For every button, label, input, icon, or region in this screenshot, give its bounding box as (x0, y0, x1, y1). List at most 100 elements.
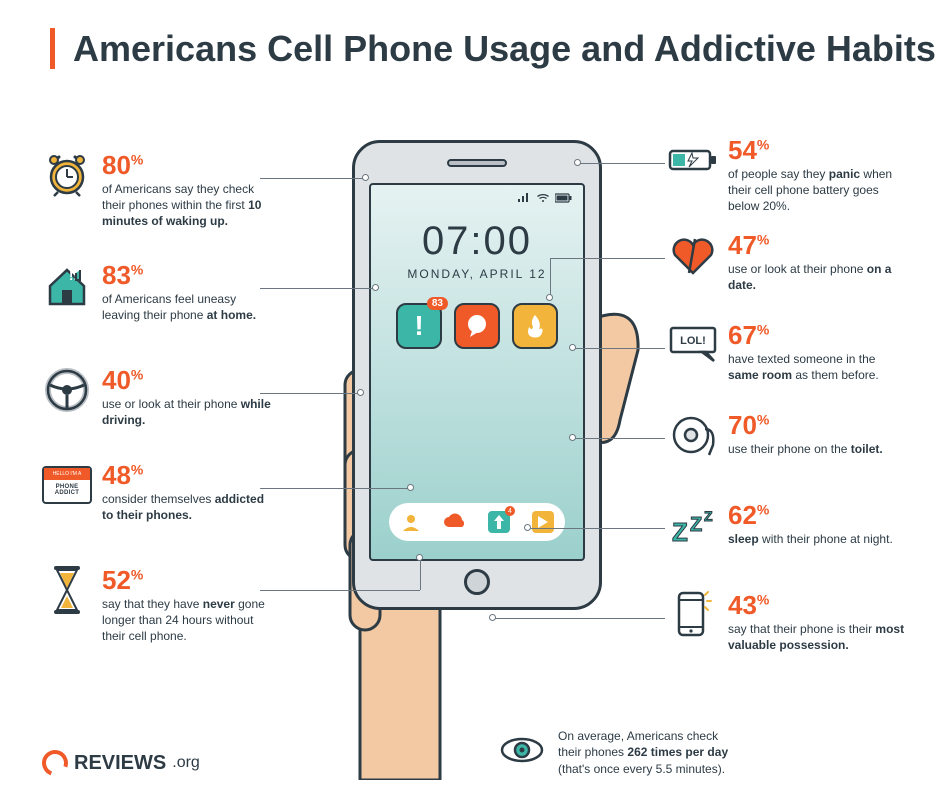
avg-line2b: 262 times per day (627, 745, 728, 759)
dock: 4 (389, 503, 565, 541)
stat-left-1: !! 83% of Americans feel uneasy leaving … (42, 260, 277, 323)
stat-right-5: 43% say that their phone is their most v… (668, 590, 908, 653)
hourglass-icon (42, 565, 92, 615)
dock-cloud-icon (443, 510, 467, 534)
stat-right-2: LOL! 67% have texted someone in the same… (668, 320, 908, 383)
svg-text:Z: Z (672, 517, 688, 547)
status-bar (517, 193, 573, 203)
eye-icon (500, 735, 544, 770)
connector-dot (407, 484, 414, 491)
app-chat-icon (454, 303, 500, 349)
connector-dot (569, 434, 576, 441)
lol-icon: LOL! (668, 320, 718, 370)
zzz-icon: ZZZ (668, 500, 718, 550)
nametag-icon: HELLO I'M APHONE ADDICT (42, 460, 92, 510)
heart-icon (668, 230, 718, 280)
connector (260, 590, 420, 591)
stat-percent: 67% (728, 320, 908, 351)
stat-text: have texted someone in the same room as … (728, 351, 908, 383)
connector (260, 178, 365, 179)
connector (580, 163, 665, 164)
phone-screen: 07:00 MONDAY, APRIL 12 !83 4 (369, 183, 585, 561)
connector-dot (489, 614, 496, 621)
stat-percent: 83% (102, 260, 277, 291)
average-stat: On average, Americans check their phones… (500, 728, 880, 778)
house-icon: !! (42, 260, 92, 310)
connector (575, 348, 665, 349)
brand-mark-icon (38, 746, 73, 781)
stat-percent: 54% (728, 135, 908, 166)
connector (550, 258, 665, 259)
connector-dot (357, 389, 364, 396)
connector (575, 438, 665, 439)
stat-percent: 43% (728, 590, 908, 621)
stat-left-4: 52% say that they have never gone longer… (42, 565, 277, 645)
lock-date: MONDAY, APRIL 12 (371, 267, 583, 281)
stat-text: say that their phone is their most valua… (728, 621, 908, 653)
page-title: Americans Cell Phone Usage and Addictive… (73, 28, 936, 69)
avg-line2a: their phones (558, 745, 627, 759)
avg-line3: (that's once every 5.5 minutes). (558, 762, 725, 776)
alarm-clock-icon (42, 150, 92, 200)
svg-text:LOL!: LOL! (680, 335, 706, 347)
app-flame-icon (512, 303, 558, 349)
dock-play-icon (531, 510, 555, 534)
brand-suffix: .org (172, 754, 200, 772)
stat-percent: 40% (102, 365, 277, 396)
app-row: !83 (371, 303, 583, 349)
phone-speaker (447, 159, 507, 167)
stat-percent: 52% (102, 565, 277, 596)
stat-text: say that they have never gone longer tha… (102, 596, 277, 645)
stat-percent: 80% (102, 150, 277, 181)
phone-icon (668, 590, 718, 640)
avg-line1: On average, Americans check (558, 729, 718, 743)
battery-icon (668, 135, 718, 185)
connector-dot (372, 284, 379, 291)
brand-name: REVIEWS (74, 752, 166, 775)
connector (420, 560, 421, 590)
stat-text: consider themselves addicted to their ph… (102, 491, 277, 523)
steering-icon (42, 365, 92, 415)
connector-dot (574, 159, 581, 166)
phone-body: 07:00 MONDAY, APRIL 12 !83 4 (352, 140, 602, 610)
connector-dot (524, 524, 531, 531)
stat-right-3: 70% use their phone on the toilet. (668, 410, 908, 460)
connector (260, 393, 360, 394)
dock-profile-icon (399, 510, 423, 534)
home-button (464, 569, 490, 595)
app-alert-icon: !83 (396, 303, 442, 349)
stat-left-2: 40% use or look at their phone while dri… (42, 365, 277, 428)
connector-dot (546, 294, 553, 301)
stat-percent: 48% (102, 460, 277, 491)
connector-dot (416, 554, 423, 561)
signal-icon (517, 193, 531, 203)
connector-dot (362, 174, 369, 181)
svg-text:Z: Z (704, 508, 713, 524)
average-text: On average, Americans check their phones… (558, 728, 728, 778)
stat-text: use or look at their phone on a date. (728, 261, 908, 293)
stat-text: use their phone on the toilet. (728, 441, 883, 457)
stat-left-0: 80% of Americans say they check their ph… (42, 150, 277, 230)
stat-right-1: 47% use or look at their phone on a date… (668, 230, 908, 293)
dock-badge: 4 (505, 506, 515, 516)
stat-text: of people say they panic when their cell… (728, 166, 908, 215)
stat-left-3: HELLO I'M APHONE ADDICT 48% consider the… (42, 460, 277, 523)
stat-text: sleep with their phone at night. (728, 531, 893, 547)
stat-percent: 62% (728, 500, 893, 531)
stat-right-0: 54% of people say they panic when their … (668, 135, 908, 215)
title-block: Americans Cell Phone Usage and Addictive… (50, 28, 936, 69)
app-badge: 83 (427, 297, 448, 310)
stat-text: use or look at their phone while driving… (102, 396, 277, 428)
connector (260, 288, 375, 289)
nametag-icon: HELLO I'M APHONE ADDICT (42, 466, 92, 504)
toilet-icon (668, 410, 718, 460)
connector-dot (569, 344, 576, 351)
svg-text:Z: Z (690, 514, 702, 536)
stat-text: of Americans feel uneasy leaving their p… (102, 291, 277, 323)
connector (260, 488, 410, 489)
connector (530, 528, 665, 529)
wifi-icon (536, 193, 550, 203)
stat-right-4: ZZZ 62% sleep with their phone at night. (668, 500, 908, 550)
connector (495, 618, 665, 619)
brand-logo: REVIEWS .org (42, 750, 200, 776)
